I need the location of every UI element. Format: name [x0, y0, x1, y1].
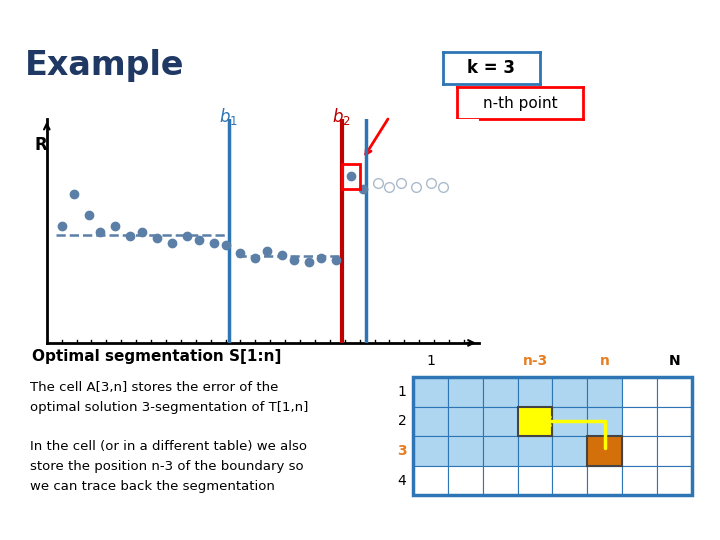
Text: $b_1$: $b_1$ — [219, 106, 238, 127]
Bar — [483, 407, 518, 436]
Bar — [518, 466, 552, 496]
FancyArrowPatch shape — [541, 417, 605, 448]
Text: n-3: n-3 — [523, 354, 548, 368]
Bar — [413, 377, 448, 407]
Bar — [448, 436, 483, 466]
Bar — [552, 407, 588, 436]
Bar — [448, 466, 483, 496]
Bar — [588, 436, 622, 466]
Bar — [413, 436, 448, 466]
Bar — [622, 436, 657, 466]
Bar — [342, 164, 359, 189]
Bar — [483, 436, 518, 466]
Bar — [622, 466, 657, 496]
Bar — [657, 377, 692, 407]
Bar — [552, 436, 588, 466]
Text: n-th point: n-th point — [483, 96, 557, 111]
Bar — [622, 377, 657, 407]
Bar — [413, 466, 448, 496]
Text: 2: 2 — [397, 414, 406, 428]
Text: 1: 1 — [397, 384, 406, 399]
Bar — [448, 407, 483, 436]
Text: In the cell (or in a different table) we also
store the position n-3 of the boun: In the cell (or in a different table) we… — [30, 440, 307, 493]
Bar — [657, 407, 692, 436]
Bar — [483, 466, 518, 496]
Bar — [413, 407, 448, 436]
Bar — [588, 407, 622, 436]
Text: 4: 4 — [397, 474, 406, 488]
Bar — [448, 377, 483, 407]
Bar — [518, 407, 552, 436]
Bar — [518, 377, 552, 407]
Text: N: N — [668, 354, 680, 368]
Bar — [622, 407, 657, 436]
Bar — [657, 436, 692, 466]
Text: k = 3: k = 3 — [467, 59, 516, 77]
Text: 1: 1 — [426, 354, 435, 368]
Text: 3: 3 — [397, 444, 406, 458]
Text: R: R — [35, 136, 48, 154]
Bar — [552, 377, 588, 407]
Bar — [518, 436, 552, 466]
Text: $b_2$: $b_2$ — [333, 106, 351, 127]
Bar — [518, 407, 552, 436]
Text: n: n — [600, 354, 610, 368]
Bar — [588, 436, 622, 466]
Bar — [588, 466, 622, 496]
Text: Optimal segmentation S[1:n]: Optimal segmentation S[1:n] — [32, 349, 282, 364]
Bar — [657, 466, 692, 496]
Bar — [588, 377, 622, 407]
Text: The cell A[3,n] stores the error of the
optimal solution 3-segmentation of T[1,n: The cell A[3,n] stores the error of the … — [30, 381, 309, 414]
Bar — [413, 377, 692, 496]
Text: Example: Example — [25, 49, 185, 82]
Bar — [483, 377, 518, 407]
Bar — [552, 466, 588, 496]
